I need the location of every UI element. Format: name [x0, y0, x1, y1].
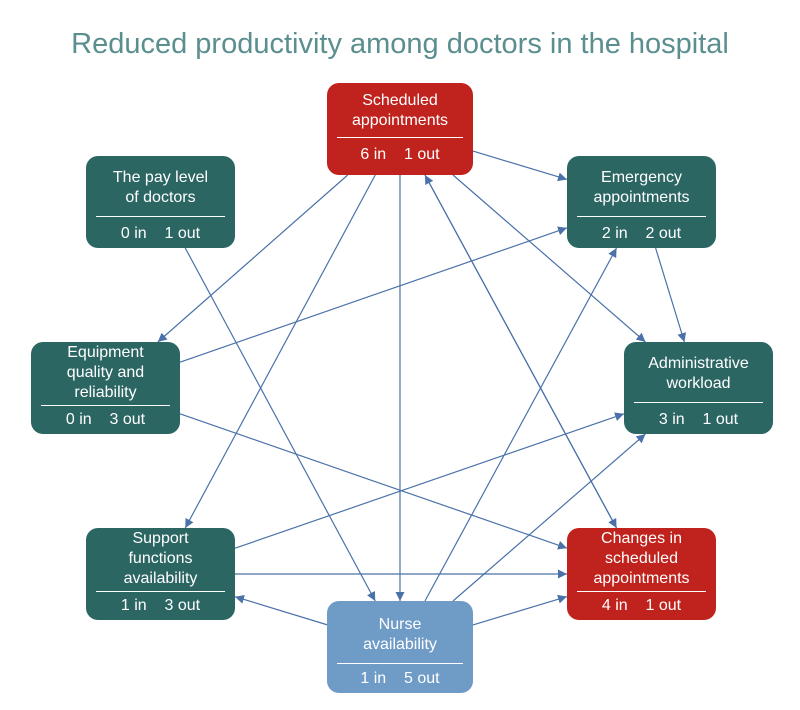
node-label: Scheduled appointments	[351, 92, 449, 129]
node-label: Changes in scheduled appointments	[593, 530, 690, 587]
edge-nurse-to-changes	[472, 594, 568, 626]
edge-scheduled-to-admin	[452, 174, 646, 343]
node-counts: 2 in 2 out	[567, 224, 716, 244]
edge-changes-to-scheduled	[424, 174, 618, 529]
node-counts: 6 in 1 out	[327, 145, 473, 165]
node-label: Emergency appointments	[593, 169, 690, 206]
in-count: 0 in	[120, 225, 147, 242]
node-divider	[96, 216, 225, 217]
in-count: 0 in	[65, 411, 92, 428]
node-counts: 0 in 1 out	[86, 224, 235, 244]
out-count: 1 out	[645, 597, 682, 614]
out-count: 2 out	[645, 225, 682, 242]
node-label: Support functions availability	[123, 530, 198, 587]
node-counts: 0 in 3 out	[31, 410, 180, 430]
node-divider	[96, 591, 225, 592]
node-emergency-appointments[interactable]: Emergency appointments 2 in 2 out	[567, 156, 716, 248]
node-counts: 4 in 1 out	[567, 596, 716, 616]
out-count: 5 out	[403, 670, 440, 687]
in-count: 1 in	[360, 670, 387, 687]
in-count: 1 in	[120, 597, 147, 614]
node-divider	[41, 405, 170, 406]
edge-equipment-to-changes	[179, 413, 568, 550]
in-count: 6 in	[360, 146, 387, 163]
node-equipment-quality[interactable]: Equipment quality and reliability 0 in 3…	[31, 342, 180, 434]
node-nurse-availability[interactable]: Nurse availability 1 in 5 out	[327, 601, 473, 693]
edge-scheduled-to-support	[184, 174, 376, 529]
edge-nurse-to-emergency	[424, 247, 618, 602]
node-divider	[577, 591, 706, 592]
node-counts: 1 in 5 out	[327, 669, 473, 689]
edge-scheduled-to-equipment	[157, 174, 349, 343]
edge-equipment-to-emergency	[179, 226, 568, 363]
out-count: 1 out	[702, 411, 739, 428]
node-label: Equipment quality and reliability	[66, 344, 145, 401]
node-divider	[337, 663, 463, 664]
node-divider	[337, 137, 463, 138]
node-administrative-workload[interactable]: Administrative workload 3 in 1 out	[624, 342, 773, 434]
node-label: Nurse availability	[363, 616, 437, 653]
edge-pay-to-nurse	[184, 247, 376, 602]
out-count: 3 out	[109, 411, 146, 428]
out-count: 1 out	[403, 146, 440, 163]
in-count: 2 in	[601, 225, 628, 242]
node-support-functions[interactable]: Support functions availability 1 in 3 ou…	[86, 528, 235, 620]
node-label: The pay level of doctors	[112, 169, 209, 206]
in-count: 3 in	[658, 411, 685, 428]
edge-scheduled-to-emergency	[472, 150, 568, 182]
node-scheduled-appointments[interactable]: Scheduled appointments 6 in 1 out	[327, 83, 473, 175]
out-count: 1 out	[164, 225, 201, 242]
node-changes-in-scheduled[interactable]: Changes in scheduled appointments 4 in 1…	[567, 528, 716, 620]
edge-emergency-to-admin	[655, 247, 687, 343]
node-divider	[634, 402, 763, 403]
in-count: 4 in	[601, 597, 628, 614]
node-counts: 3 in 1 out	[624, 410, 773, 430]
node-label: Administrative workload	[648, 355, 749, 392]
node-pay-level[interactable]: The pay level of doctors 0 in 1 out	[86, 156, 235, 248]
diagram-title: Reduced productivity among doctors in th…	[71, 28, 729, 60]
out-count: 3 out	[164, 597, 201, 614]
node-counts: 1 in 3 out	[86, 596, 235, 616]
node-divider	[577, 216, 706, 217]
edge-support-to-admin	[234, 412, 625, 549]
edge-nurse-to-admin	[452, 433, 646, 602]
edge-nurse-to-support	[234, 595, 328, 626]
